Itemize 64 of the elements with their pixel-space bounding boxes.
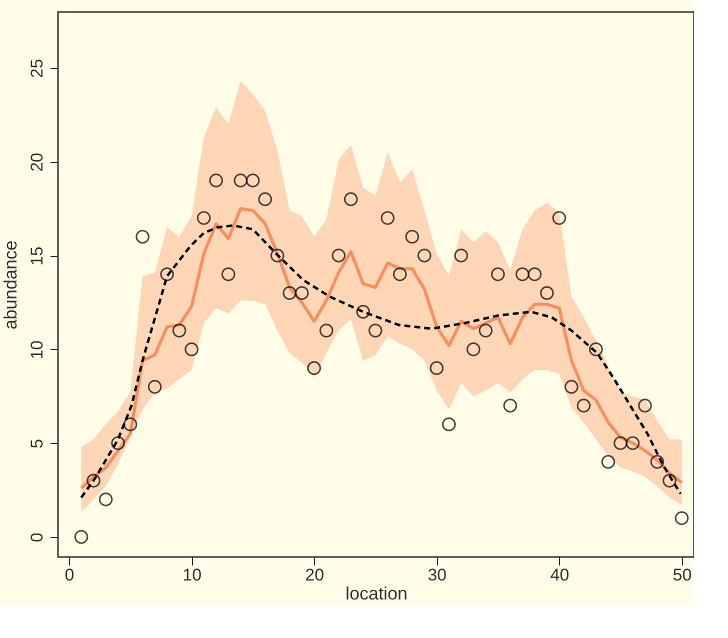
point — [454, 248, 468, 262]
point — [564, 380, 578, 394]
point — [614, 436, 628, 450]
point — [528, 267, 542, 282]
point — [209, 174, 224, 188]
point — [258, 192, 272, 206]
y-tick-label: 25 — [28, 58, 46, 78]
point — [86, 474, 100, 488]
y-tick-label: 20 — [28, 152, 46, 172]
point — [405, 230, 420, 244]
point — [160, 267, 174, 282]
point — [172, 324, 186, 338]
y-tick-label: 15 — [28, 246, 46, 266]
point — [380, 211, 395, 225]
point — [638, 398, 652, 413]
x-tick-label: 30 — [428, 566, 447, 584]
point — [601, 454, 616, 469]
x-tick-label: 50 — [672, 566, 692, 584]
x-tick-label: 0 — [64, 566, 74, 584]
point — [74, 530, 88, 544]
point — [184, 342, 198, 356]
point — [540, 286, 554, 300]
point — [516, 267, 530, 282]
point — [662, 474, 676, 488]
point — [674, 511, 689, 526]
y-tick-label: 10 — [28, 340, 46, 360]
point — [282, 286, 297, 300]
point — [98, 492, 113, 506]
point — [491, 267, 505, 282]
point — [221, 267, 236, 282]
point — [319, 324, 334, 338]
point — [650, 454, 664, 469]
point — [234, 174, 248, 188]
point — [442, 417, 456, 432]
x-tick-label: 10 — [182, 566, 202, 584]
point — [111, 436, 125, 450]
x-axis-title: location — [345, 584, 408, 604]
point — [344, 192, 358, 206]
point — [589, 342, 603, 356]
point — [123, 417, 138, 432]
point — [356, 304, 370, 319]
point — [294, 286, 309, 300]
point — [368, 324, 382, 338]
point — [503, 398, 518, 413]
point — [430, 361, 444, 375]
point — [466, 342, 480, 356]
point — [626, 436, 640, 450]
point — [246, 174, 260, 188]
point — [270, 248, 284, 262]
point — [478, 324, 493, 338]
y-tick-label: 0 — [28, 532, 46, 542]
point — [136, 230, 150, 244]
point — [552, 211, 566, 225]
point — [196, 211, 211, 225]
y-axis-title: abundance — [0, 240, 20, 330]
y-tick-label: 5 — [28, 438, 46, 448]
point — [332, 248, 346, 262]
x-tick-label: 20 — [305, 566, 324, 584]
point — [392, 267, 407, 282]
point — [417, 248, 432, 262]
point — [307, 361, 322, 375]
point — [576, 398, 591, 413]
x-tick-label: 40 — [550, 566, 570, 584]
point — [148, 380, 162, 394]
